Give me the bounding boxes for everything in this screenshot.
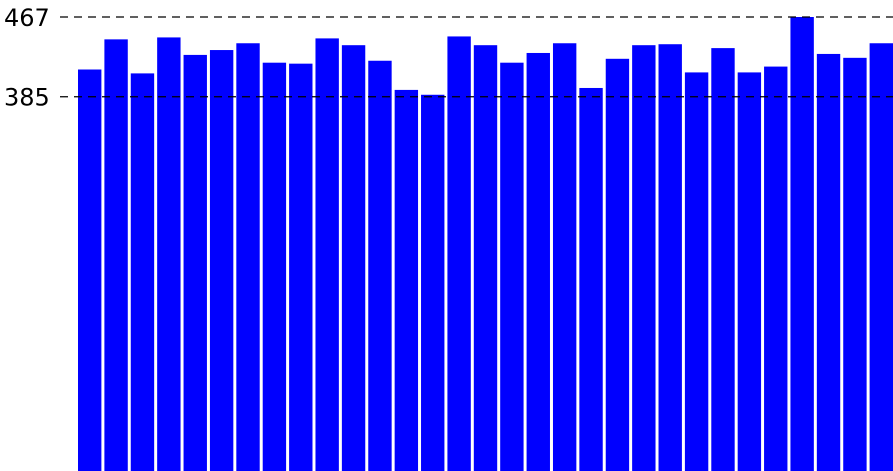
bar-16 <box>473 45 498 471</box>
bar-25 <box>711 48 735 471</box>
bar-9 <box>289 63 313 471</box>
bar-26 <box>737 72 762 471</box>
bar-2 <box>104 39 128 471</box>
bar-7 <box>236 43 260 471</box>
bar-17 <box>500 62 524 471</box>
bar-10 <box>315 38 339 471</box>
bar-12 <box>368 60 392 471</box>
bar-13 <box>394 89 419 471</box>
bar-11 <box>341 45 366 471</box>
reference-lines-layer: 467 385 <box>4 4 893 112</box>
bar-28 <box>790 17 814 471</box>
bars-layer <box>78 17 893 471</box>
reference-label-385: 385 <box>4 84 50 112</box>
bar-23 <box>658 44 682 471</box>
bar-31 <box>869 43 893 471</box>
bar-8 <box>262 62 287 471</box>
reference-label-467: 467 <box>4 4 50 32</box>
bar-29 <box>816 53 841 471</box>
bar-18 <box>526 52 550 471</box>
bar-15 <box>447 36 471 471</box>
bar-30 <box>843 57 867 471</box>
bar-22 <box>632 45 656 471</box>
bar-20 <box>579 87 603 471</box>
bar-5 <box>183 54 207 471</box>
bar-4 <box>157 37 181 471</box>
bar-3 <box>130 73 155 471</box>
bar-14 <box>421 94 445 471</box>
bar-21 <box>605 58 630 471</box>
bar-27 <box>764 66 788 471</box>
bar-24 <box>684 72 709 471</box>
bar-19 <box>552 43 577 471</box>
bar-1 <box>78 69 102 471</box>
bar-6 <box>209 50 234 471</box>
